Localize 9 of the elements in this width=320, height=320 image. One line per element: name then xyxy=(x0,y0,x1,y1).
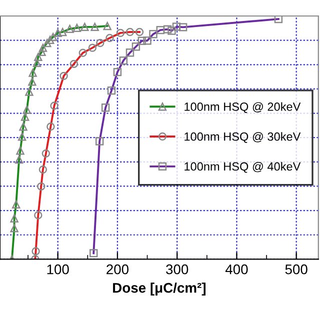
x-axis-title: Dose [μC/cm²] xyxy=(113,282,206,296)
x-tick-label: 400 xyxy=(225,264,248,274)
legend-label: 100nm HSQ @ 20keV xyxy=(184,102,301,113)
x-tick-label: 200 xyxy=(106,264,129,274)
x-tick-label: 100 xyxy=(47,264,69,274)
x-tick-label: 500 xyxy=(285,264,308,274)
x-tick-label: 300 xyxy=(166,264,188,274)
legend-label: 100nm HSQ @ 30keV xyxy=(184,132,301,143)
legend-label: 100nm HSQ @ 40keV xyxy=(184,162,301,173)
